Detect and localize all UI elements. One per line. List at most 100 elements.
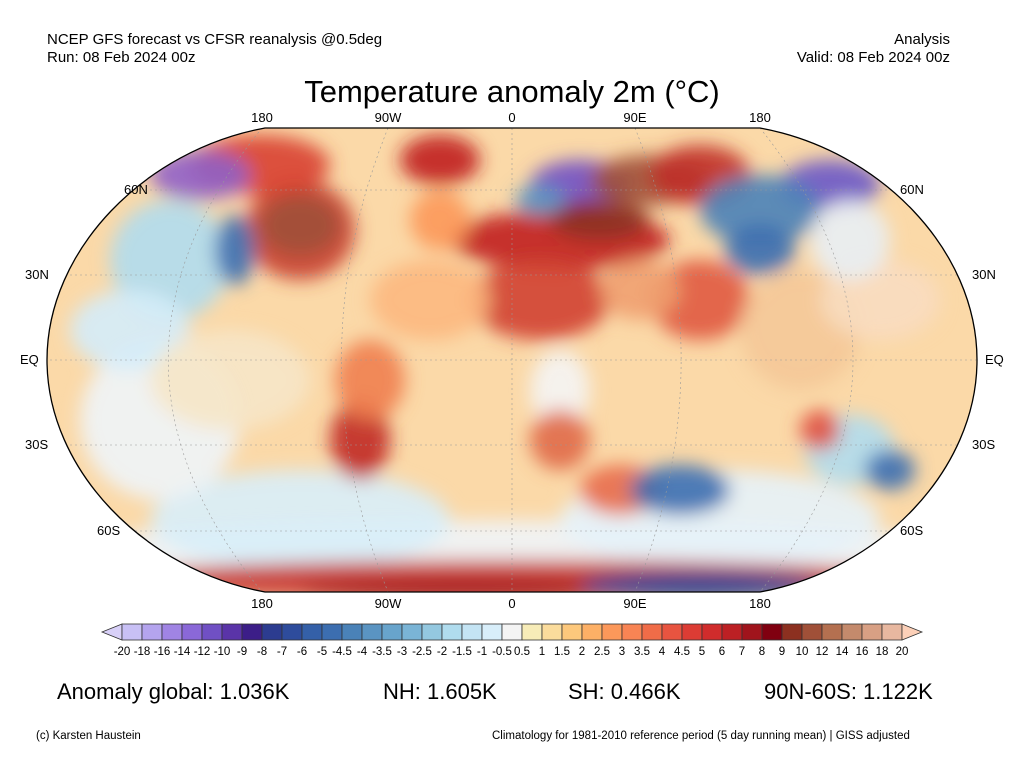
colorbar-tick-label: -0.5	[492, 646, 512, 658]
colorbar-swatch	[441, 623, 463, 641]
lat-label-left-30n: 30N	[25, 267, 49, 282]
colorbar-tick-label: 2	[578, 646, 586, 658]
colorbar-tick-label: -14	[173, 646, 191, 658]
colorbar-low-extend	[100, 623, 123, 641]
colorbar-swatch	[841, 623, 863, 641]
colorbar-swatch	[401, 623, 423, 641]
colorbar-tick-label: 1	[538, 646, 546, 658]
colorbar-swatch	[341, 623, 363, 641]
lon-label-top-180w: 180	[251, 110, 273, 125]
colorbar-swatch	[761, 623, 783, 641]
colorbar-swatch	[421, 623, 443, 641]
analysis-label: Analysis	[894, 31, 950, 48]
run-time: Run: 08 Feb 2024 00z	[47, 49, 196, 66]
colorbar-tick-label: 3.5	[634, 646, 650, 658]
anomaly-region	[70, 290, 190, 370]
colorbar-swatch	[461, 623, 483, 641]
anomaly-region	[260, 195, 340, 255]
colorbar-swatch	[801, 623, 823, 641]
colorbar-swatch	[821, 623, 843, 641]
anomaly-region	[580, 571, 820, 592]
colorbar-swatch	[321, 623, 343, 641]
global-anomaly: Anomaly global: 1.036K	[57, 679, 290, 704]
colorbar-swatch	[501, 623, 523, 641]
anomaly-region	[110, 200, 230, 320]
colorbar-swatch	[161, 623, 183, 641]
colorbar-swatch	[301, 623, 323, 641]
colorbar-tick-label: -20	[113, 646, 131, 658]
anomaly-region	[630, 465, 730, 515]
colorbar-swatch	[621, 623, 643, 641]
lon-label-top-90e: 90E	[623, 110, 647, 125]
colorbar-swatch	[121, 623, 143, 641]
anomaly-region	[530, 410, 590, 470]
anomaly-region	[600, 260, 680, 320]
colorbar-swatch	[241, 623, 263, 641]
sh-anomaly: SH: 0.466K	[568, 679, 681, 704]
anomaly-field	[47, 128, 977, 592]
anomaly-region	[330, 400, 390, 480]
valid-time: Valid: 08 Feb 2024 00z	[796, 49, 950, 66]
colorbar-tick-label: 5	[698, 646, 706, 658]
colorbar-tick-label: -4	[356, 646, 368, 658]
colorbar-tick-label: -1	[476, 646, 488, 658]
colorbar-swatch	[281, 623, 303, 641]
lon-label-bottom-90e: 90E	[623, 596, 647, 611]
colorbar-tick-label: 0.5	[514, 646, 530, 658]
anomaly-region	[410, 190, 470, 250]
colorbar-swatch	[521, 623, 543, 641]
colorbar-swatch	[581, 623, 603, 641]
anomaly-region	[700, 175, 820, 245]
colorbar-tick-label: 9	[778, 646, 786, 658]
colorbar-tick-label: -1.5	[452, 646, 472, 658]
lon-label-bottom-0: 0	[508, 596, 516, 611]
lat-label-left-eq: EQ	[20, 352, 39, 367]
lat-label-right-eq: EQ	[985, 352, 1004, 367]
lat-label-right-60s: 60S	[900, 523, 924, 538]
anomaly-region	[865, 450, 915, 490]
anomaly-region	[100, 560, 940, 592]
colorbar-tick-label: 4.5	[674, 646, 690, 658]
colorbar-swatch	[141, 623, 163, 641]
anomaly-region	[800, 410, 840, 450]
anomaly-region	[515, 185, 565, 215]
longitude-gridline	[167, 128, 263, 592]
credit: (c) Karsten Haustein	[36, 730, 141, 742]
lat-label-left-30s: 30S	[25, 437, 49, 452]
colorbar-swatch	[201, 623, 223, 641]
colorbar-tick-label: 12	[815, 646, 829, 658]
colorbar-tick-label: -18	[133, 646, 151, 658]
colorbar-tick-label: 2.5	[594, 646, 610, 658]
colorbar-tick-label: -2.5	[412, 646, 432, 658]
colorbar-swatch	[361, 623, 383, 641]
colorbar-tick-label: -6	[296, 646, 308, 658]
anomaly-region	[470, 260, 610, 340]
colorbar-swatch	[861, 623, 883, 641]
colorbar-swatch	[741, 623, 763, 641]
colorbar-tick-label: 7	[738, 646, 746, 658]
map-outline	[46, 127, 978, 593]
colorbar-tick-label: 20	[895, 646, 909, 658]
anomaly-region	[530, 350, 590, 430]
colorbar-swatch	[721, 623, 743, 641]
chart-title: Temperature anomaly 2m (°C)	[304, 74, 720, 109]
colorbar-swatch	[641, 623, 663, 641]
colorbar-high-extend	[901, 623, 924, 641]
lat-label-right-30n: 30N	[972, 267, 996, 282]
colorbar-tick-label: 4	[658, 646, 666, 658]
colorbar-swatch	[661, 623, 683, 641]
anomaly-region	[150, 150, 250, 200]
colorbar-tick-label: -16	[153, 646, 171, 658]
colorbar-tick-label: 10	[795, 646, 809, 658]
colorbar-swatch	[261, 623, 283, 641]
colorbar-swatch	[701, 623, 723, 641]
anomaly-region	[725, 225, 795, 275]
lon-label-top-180e: 180	[749, 110, 771, 125]
lon-label-bottom-180e: 180	[749, 596, 771, 611]
longitude-gridline	[759, 128, 854, 592]
lon-label-top-90w: 90W	[374, 110, 402, 125]
colorbar-swatch	[781, 623, 803, 641]
colorbar-swatch	[221, 623, 243, 641]
lat-label-right-30s: 30S	[972, 437, 996, 452]
